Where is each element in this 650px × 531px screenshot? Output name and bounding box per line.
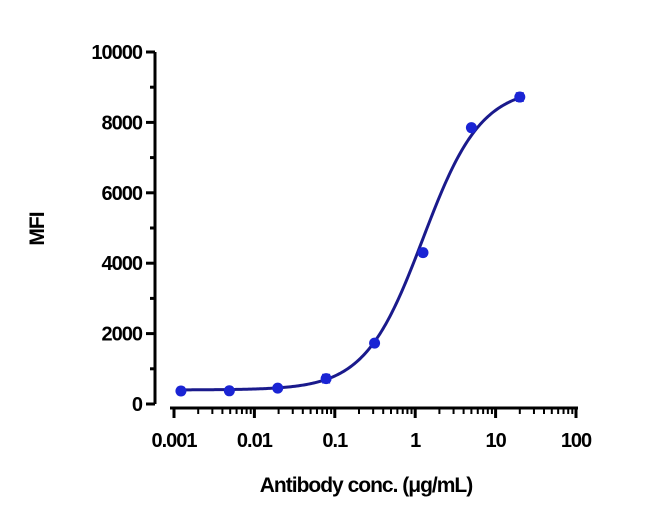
x-tick-label: 0.1 [322,430,348,452]
data-point [272,382,284,394]
data-point [369,337,381,349]
x-tick-label: 0.001 [151,430,197,452]
x-axis-title: Antibody conc. (μg/mL) [260,474,473,497]
point-marker [417,247,429,259]
data-point [175,385,187,397]
y-tick-label: 2000 [102,324,143,346]
point-marker [465,122,477,134]
point-marker [272,382,284,394]
data-point [514,91,526,103]
point-marker [514,91,526,103]
point-marker [369,337,381,349]
x-tick-label: 0.01 [237,430,273,452]
data-point [223,385,235,397]
x-tick-label: 1 [410,430,421,452]
x-tick-label: 10 [485,430,506,452]
y-tick-label: 0 [132,394,143,416]
y-tick-label: 4000 [102,253,143,275]
point-marker [223,385,235,397]
fit-curve [180,96,521,392]
point-marker [175,385,187,397]
plot-area [175,91,526,397]
axes: 0 2000 4000 6000 8000 10000 0.001 0.01 0.1 1 10 100 [91,42,593,452]
data-point [465,122,477,134]
y-tick-label: 6000 [102,183,143,205]
data-point [320,373,332,385]
y-axis-title: MFI [26,212,49,245]
y-tick-label: 8000 [102,112,143,134]
y-tick-label: 10000 [91,42,142,64]
data-point [417,247,429,259]
x-tick-label: 100 [561,430,592,452]
point-marker [320,373,332,385]
